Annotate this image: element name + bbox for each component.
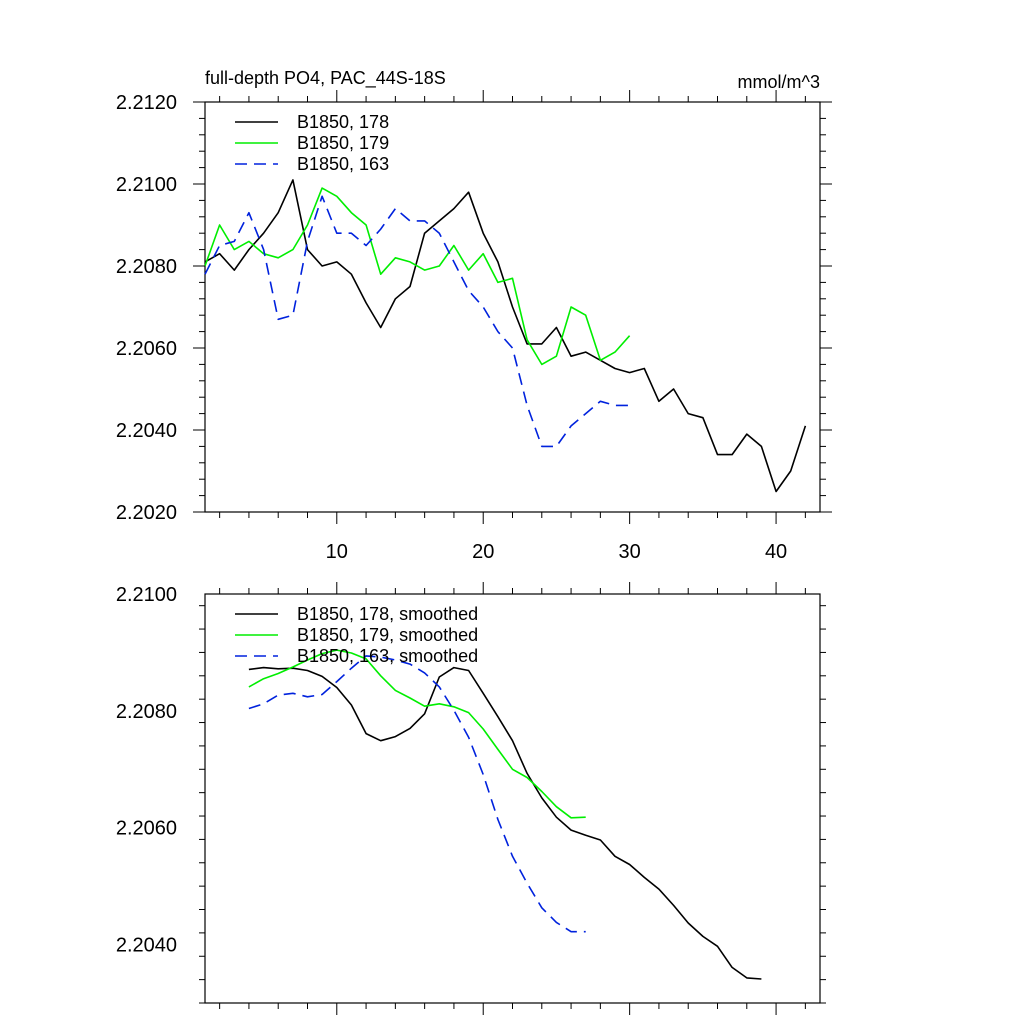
- bottom-panel: 2.2040 2.2060 2.2080 2.2100 B1850, 178, smo…: [116, 582, 826, 1015]
- axis-ticks-top: 2.2020 2.2040 2.2060 2.2080 2.2100 2.2120 10 20…: [116, 90, 832, 563]
- y-tick-label: 2.2100: [116, 584, 177, 606]
- legend-label-2: B1850, 179, smoothed: [297, 625, 478, 645]
- x-tick-label: 20: [472, 541, 494, 563]
- y-tick-label: 2.2040: [116, 935, 177, 957]
- y-tick-label: 2.2060: [116, 818, 177, 840]
- series-lines-top: [204, 179, 807, 493]
- legend-label-1: B1850, 178, smoothed: [297, 604, 478, 624]
- legend-label-1: B1850, 178: [297, 112, 389, 132]
- series-line-1: [204, 179, 807, 493]
- axis-ticks-bottom: 2.2040 2.2060 2.2080 2.2100: [116, 582, 826, 1015]
- series-lines-bottom: [248, 649, 762, 980]
- y-tick-label: 2.2080: [116, 256, 177, 278]
- x-tick-label: 40: [765, 541, 787, 563]
- series-line-3: [248, 655, 586, 933]
- top-panel: full-depth PO4, PAC_44S-18S mmol/m^3 2.2…: [116, 68, 832, 563]
- units-label: mmol/m^3: [738, 72, 820, 92]
- series-line-1: [248, 666, 762, 980]
- legend-label-2: B1850, 179: [297, 133, 389, 153]
- y-tick-label: 2.2100: [116, 174, 177, 196]
- series-line-2: [248, 649, 586, 819]
- y-tick-label: 2.2020: [116, 502, 177, 524]
- series-line-2: [204, 187, 631, 366]
- y-tick-label: 2.2120: [116, 92, 177, 114]
- series-line-3: [204, 195, 630, 448]
- y-tick-label: 2.2060: [116, 338, 177, 360]
- y-tick-label: 2.2040: [116, 420, 177, 442]
- chart-title: full-depth PO4, PAC_44S-18S: [205, 68, 446, 89]
- legend-label-3: B1850, 163: [297, 154, 389, 174]
- y-tick-label: 2.2080: [116, 701, 177, 723]
- x-tick-label: 10: [326, 541, 348, 563]
- legend-label-3: B1850, 163, smoothed: [297, 646, 478, 666]
- x-tick-label: 30: [619, 541, 641, 563]
